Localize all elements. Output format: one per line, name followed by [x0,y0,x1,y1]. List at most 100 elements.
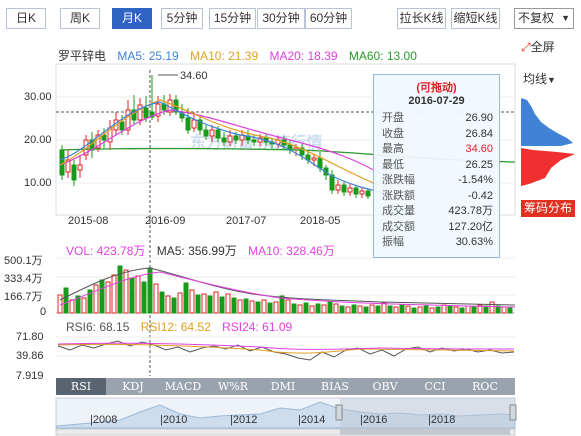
timeline-year-label: |2010 [160,414,188,426]
candle-body [203,129,209,137]
tooltip-date: 2016-07-29 [408,95,465,107]
price-adjust-select[interactable]: 不复权 ▼ [514,8,574,29]
volume-ma10-line [59,271,516,308]
volume-bar [165,295,171,314]
volume-bar [63,287,69,314]
volume-bar [75,295,81,314]
price-axis-20: 20.00 [24,134,52,146]
price-adjust-value: 不复权 [518,11,555,25]
tooltip-row-label: 涨跌额 [382,189,415,202]
shrink-kline-button[interactable]: 缩短K线 [451,8,500,29]
tab-60min[interactable]: 60分钟 [305,8,352,29]
fullscreen-button[interactable]: ⤢全屏 [521,40,555,54]
vol-axis-3: 0 [40,306,47,318]
tooltip-row: 涨跌幅 -1.54% [374,173,499,189]
fullscreen-icon: ⤢ [521,40,531,54]
tab-week-k[interactable]: 周K [60,8,100,29]
indicator-tab-macd[interactable]: MACD [164,380,202,393]
volume-bar [507,307,513,314]
indicator-tab-kdj[interactable]: KDJ [122,380,144,393]
tab-day-k[interactable]: 日K [6,8,46,29]
volume-bar [285,299,291,314]
volume-legend: VOL: 423.78万 MA5: 356.99万 MA10: 328.46万 [66,242,343,259]
volume-bar [435,306,441,314]
volume-bar [303,302,309,314]
tooltip-row-label: 收盘 [382,127,404,140]
volume-bar [345,306,351,314]
volume-bar [195,294,201,314]
ma20-label: MA20: 18.39 [269,49,338,63]
date-axis-3: 2018-05 [300,215,341,227]
price-tooltip[interactable]: (可拖动) 2016-07-29 开盘 26.90 收盘 26.84 最高 34.60 最低… [373,74,500,258]
timeline-year-label: |2008 [90,414,118,426]
tab-month-k[interactable]: 月K [112,8,152,29]
volume-bar [417,306,423,314]
indicator-tab-cci[interactable]: CCI [424,380,446,393]
volume-bar [315,303,321,314]
date-axis-2: 2017-07 [226,215,267,227]
volume-bar [279,295,285,314]
date-axis-0: 2015-08 [68,215,109,227]
volume-bar [483,305,489,314]
candle-body [347,187,353,193]
tooltip-row: 成交额 127.20亿 [374,220,499,236]
tab-5min[interactable]: 5分钟 [161,8,203,29]
indicator-tab-bias[interactable]: BIAS [321,380,349,393]
candle-body [185,117,191,131]
volume-bar [291,303,297,314]
timeline-left-handle [335,404,343,421]
volume-bar [141,281,147,314]
candle-body [191,119,197,129]
volume-bar [129,277,135,314]
volume-bar [273,301,279,314]
indicator-tab-wpctr[interactable]: W%R [217,380,249,393]
volume-bar [237,299,243,314]
volume-bar [447,305,453,314]
volume-bar [441,304,447,314]
candle-body [257,137,263,143]
indicator-tab-dmi[interactable]: DMI [270,380,296,393]
indicator-tab-roc[interactable]: ROC [472,380,498,393]
indicator-tab-rsi[interactable]: RSI [56,378,106,395]
candle-body [119,121,125,131]
tab-30min[interactable]: 30分钟 [257,8,305,29]
timeline-year-label: |2014 [298,414,326,426]
indicator-tab-obv[interactable]: OBV [372,380,398,393]
volume-bar [411,307,417,314]
tooltip-row: 收盘 26.84 [374,127,499,143]
tooltip-row-label: 最低 [382,158,404,171]
volume-ma5-label: MA5: 356.99万 [156,244,237,258]
ma10-line [59,99,386,189]
candle-body [329,174,335,191]
volume-bar [357,305,363,314]
candle-body [335,184,341,191]
candle-body [365,190,371,197]
rsi24-line [57,342,515,350]
tooltip-row-value: 26.84 [465,127,493,140]
ma60-label: MA60: 13.00 [348,49,417,63]
tooltip-row: 最低 26.25 [374,158,499,174]
volume-bar [123,269,129,314]
chip-distribution-button[interactable]: 筹码分布 [521,200,575,217]
stretch-kline-button[interactable]: 拉长K线 [397,8,446,29]
max-price-marker: 34.60 [180,70,208,82]
volume-bar [261,299,267,314]
volume-bar [423,305,429,314]
timeline-year-label: |2018 [428,414,456,426]
volume-bar [267,302,273,314]
volume-bar [459,307,465,314]
tooltip-row-label: 开盘 [382,112,404,124]
volume-bar [327,301,333,314]
tab-15min[interactable]: 15分钟 [209,8,256,29]
volume-bar [501,306,507,314]
tooltip-row: 成交量 423.78万 [374,204,499,220]
volume-bar [99,279,105,314]
volume-bar [159,291,165,314]
candle-body [317,157,323,169]
rsi24-label: RSI24: 61.09 [222,320,293,334]
candle-body [221,137,227,143]
volume-bar [393,306,399,314]
ma-toggle[interactable]: 均线▼ [523,72,556,86]
tooltip-row: 涨跌额 -0.42 [374,189,499,205]
